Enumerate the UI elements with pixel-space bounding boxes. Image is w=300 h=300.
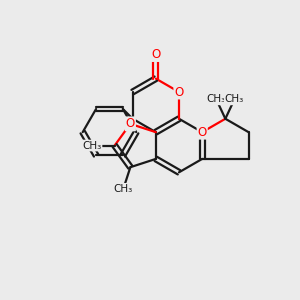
Text: O: O	[174, 85, 184, 98]
Text: CH₃: CH₃	[225, 94, 244, 104]
Text: CH₃: CH₃	[207, 94, 226, 104]
Text: CH₃: CH₃	[82, 140, 101, 151]
Text: O: O	[126, 117, 135, 130]
Text: O: O	[151, 48, 160, 61]
Text: O: O	[198, 126, 207, 139]
Text: CH₃: CH₃	[114, 184, 133, 194]
